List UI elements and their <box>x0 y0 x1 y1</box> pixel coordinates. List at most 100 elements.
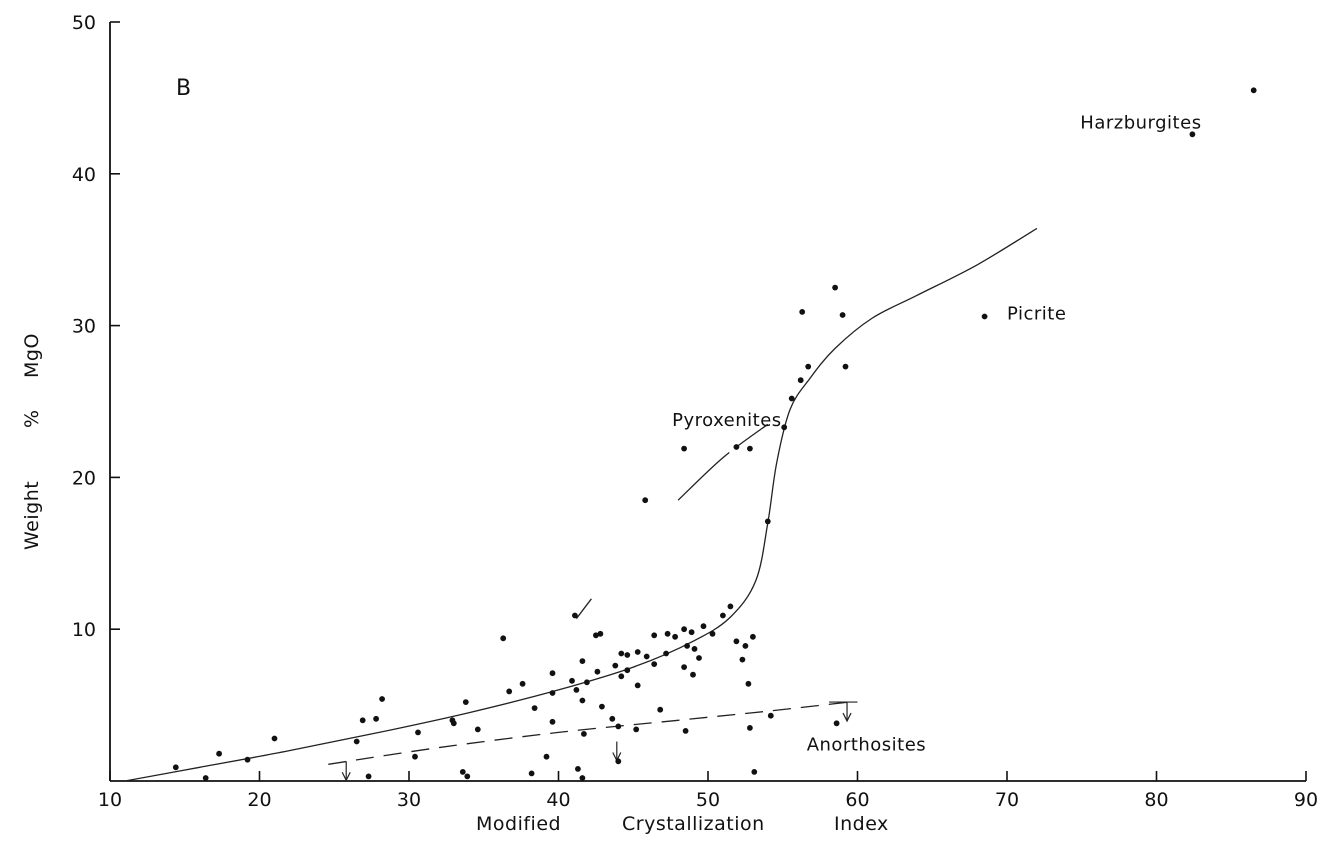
data-point <box>700 623 707 630</box>
data-point <box>643 653 650 660</box>
x-axis-title: Modified Crystallization Index <box>476 813 888 835</box>
data-point <box>764 518 771 525</box>
data-point <box>573 687 580 693</box>
annotation-pyroxenites: Pyroxenites <box>672 410 782 431</box>
data-point <box>981 313 988 320</box>
data-point <box>691 646 698 652</box>
panel-label: B <box>176 76 191 101</box>
data-point <box>767 712 774 719</box>
data-point <box>519 680 526 687</box>
data-point <box>634 649 641 655</box>
data-point <box>751 769 758 775</box>
data-point <box>581 731 587 737</box>
data-point <box>575 766 581 772</box>
y-axis-title: Weight % MgO <box>21 333 43 550</box>
data-point <box>747 445 753 452</box>
data-point <box>624 667 631 674</box>
data-point <box>599 703 605 710</box>
data-point <box>615 723 622 730</box>
data-point <box>359 717 366 724</box>
data-point <box>696 655 702 661</box>
small-trend-segment <box>575 598 592 619</box>
y-axis-title-word-2: % <box>21 409 43 428</box>
y-axis-title-word-1: Weight <box>21 481 43 550</box>
data-point <box>531 705 538 711</box>
data-point <box>624 652 631 658</box>
data-point <box>244 756 251 763</box>
x-tick-label: 30 <box>397 789 421 811</box>
data-point <box>781 424 788 431</box>
x-axis-title-word-1: Modified <box>476 813 561 835</box>
y-tick-label: 10 <box>72 619 96 641</box>
data-point <box>681 445 687 452</box>
annotation-harzburgites: Harzburgites <box>1080 112 1201 133</box>
data-point <box>365 773 372 780</box>
x-tick-label: 70 <box>995 789 1019 811</box>
data-point <box>500 635 507 642</box>
data-point <box>450 720 457 727</box>
data-point <box>594 668 601 675</box>
data-point <box>506 688 513 695</box>
data-point <box>832 284 838 291</box>
data-point <box>1250 87 1257 94</box>
data-point <box>593 632 599 639</box>
data-point <box>742 643 749 649</box>
data-point <box>412 753 418 760</box>
data-point <box>839 312 846 318</box>
data-point <box>474 726 481 733</box>
y-tick-label: 50 <box>72 12 96 34</box>
data-point <box>664 630 671 637</box>
data-point <box>373 715 379 722</box>
data-point <box>805 363 812 370</box>
data-point <box>642 497 649 504</box>
data-point <box>1189 131 1196 138</box>
data-point <box>709 630 716 637</box>
x-tick-label: 10 <box>98 789 122 811</box>
data-point <box>681 626 687 633</box>
data-point <box>172 764 179 771</box>
data-point <box>528 770 535 777</box>
data-point <box>462 699 469 705</box>
data-point <box>549 690 556 696</box>
y-ticks: 10 20 30 40 50 <box>72 12 120 641</box>
data-point <box>688 629 695 636</box>
x-tick-label: 90 <box>1294 789 1318 811</box>
y-tick-label: 30 <box>72 316 96 338</box>
data-point <box>684 643 690 649</box>
data-point <box>633 726 640 733</box>
trend-curves <box>124 227 1038 782</box>
data-point <box>672 633 678 640</box>
data-point <box>216 750 223 757</box>
data-point <box>799 309 806 315</box>
data-point <box>681 664 687 670</box>
data-point <box>733 638 740 645</box>
arrow-markers <box>341 701 858 782</box>
x-tick-label: 40 <box>546 789 570 811</box>
data-point <box>651 632 658 639</box>
data-point <box>842 363 849 370</box>
data-point <box>618 673 625 680</box>
data-point <box>415 729 421 736</box>
data-point <box>597 630 604 637</box>
x-tick-label: 60 <box>845 789 869 811</box>
data-point <box>572 612 578 619</box>
data-points <box>172 87 1257 781</box>
data-point <box>584 679 590 686</box>
data-point <box>747 725 753 731</box>
data-point <box>459 769 466 775</box>
data-point <box>833 720 840 727</box>
x-tick-label: 80 <box>1144 789 1168 811</box>
x-axis-title-word-2: Crystallization <box>622 813 765 835</box>
y-tick-label: 40 <box>72 164 96 186</box>
data-point <box>788 395 795 402</box>
annotation-picrite: Picrite <box>1007 304 1066 325</box>
data-point <box>727 603 734 610</box>
data-point <box>579 697 586 704</box>
x-ticks: 10 20 30 40 50 60 70 80 90 <box>98 771 1318 811</box>
pyroxenite-trend-line <box>677 423 769 501</box>
data-point <box>690 671 696 678</box>
data-point <box>663 650 669 657</box>
data-point <box>634 682 641 689</box>
data-point <box>750 633 756 640</box>
data-point <box>733 444 740 450</box>
